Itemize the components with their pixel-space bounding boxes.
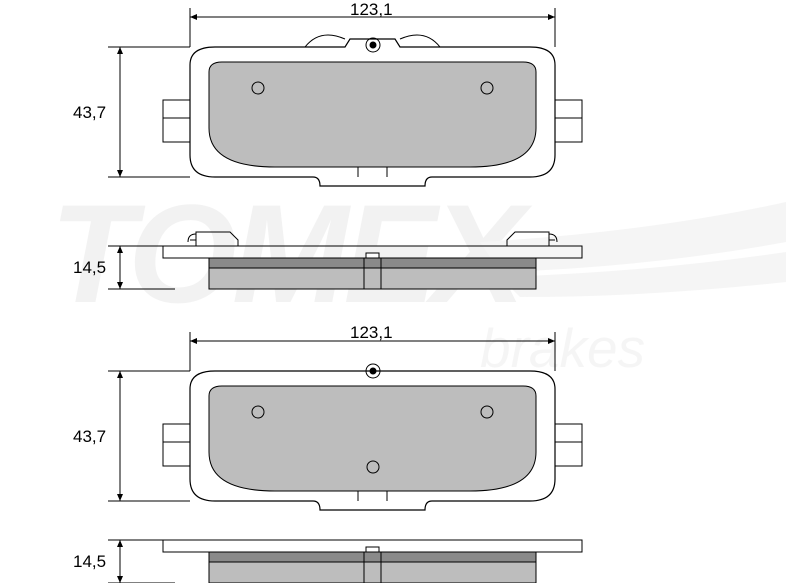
dim-thickness-bot: 14,5 [73,552,106,572]
dim-height-bottom: 43,7 [73,427,106,447]
dim-width-bottom: 123,1 [350,323,393,343]
technical-drawing [0,0,786,583]
dim-thickness-top: 14,5 [73,258,106,278]
dim-width-top: 123,1 [350,0,393,20]
dim-height-top: 43,7 [73,103,106,123]
